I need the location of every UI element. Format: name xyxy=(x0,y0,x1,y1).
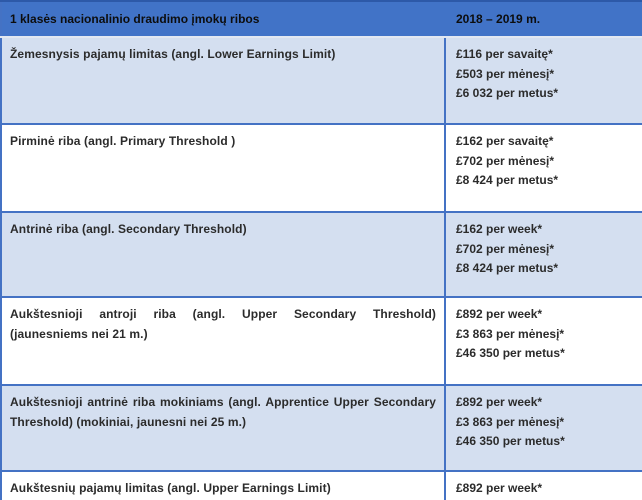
value-line: £46 350 per metus* xyxy=(456,346,565,360)
value-line: £892 per week* xyxy=(456,307,543,321)
table-row: Žemesnysis pajamų limitas (angl. Lower E… xyxy=(0,36,642,125)
value-line: £6 032 per metus* xyxy=(456,86,559,100)
row-values: £116 per savaitę* £503 per mėnesį* £6 03… xyxy=(444,36,642,125)
table-row: Aukštesnioji antroji riba (angl. Upper S… xyxy=(0,296,642,386)
value-line: £162 per savaitę* xyxy=(456,134,554,148)
value-line: £3 863 per mėnesį* xyxy=(456,326,565,341)
table-row: Aukštesnių pajamų limitas (angl. Upper E… xyxy=(0,470,642,500)
value-line: £702 per mėnesį* xyxy=(456,153,555,168)
row-label: Aukštesnioji antroji riba (angl. Upper S… xyxy=(0,296,446,386)
row-values: £892 per week* £3 863 per mėnesį* £46 35… xyxy=(444,384,642,472)
row-label: Pirminė riba (angl. Primary Threshold ) xyxy=(0,123,446,213)
row-label: Žemesnysis pajamų limitas (angl. Lower E… xyxy=(0,36,446,125)
period-header: 2018 – 2019 m. xyxy=(445,1,642,38)
table-row: Antrinė riba (angl. Secondary Threshold)… xyxy=(0,211,642,298)
value-line: £503 per mėnesį* xyxy=(456,66,555,81)
table-row: Pirminė riba (angl. Primary Threshold ) … xyxy=(0,123,642,213)
row-label: Antrinė riba (angl. Secondary Threshold) xyxy=(0,211,446,298)
value-line: £892 per week* xyxy=(456,481,543,495)
value-line: £8 424 per metus* xyxy=(456,173,559,187)
value-line: £162 per week* xyxy=(456,222,543,236)
value-line: £3 863 per mėnesį* xyxy=(456,414,565,429)
row-values: £892 per week* £3 863 per mėnesį* £46 35… xyxy=(444,296,642,386)
value-line: £892 per week* xyxy=(456,395,543,409)
value-line: £702 per mėnesį* xyxy=(456,241,555,256)
value-line: £46 350 per metus* xyxy=(456,434,565,448)
table-row: Aukštesnioji antrinė riba mokiniams (ang… xyxy=(0,384,642,472)
row-values: £162 per week* £702 per mėnesį* £8 424 p… xyxy=(444,211,642,298)
value-line: £116 per savaitę* xyxy=(456,47,553,61)
table-title: 1 klasės nacionalinio draudimo įmokų rib… xyxy=(1,1,445,38)
row-values: £162 per savaitę* £702 per mėnesį* £8 42… xyxy=(444,123,642,213)
row-label: Aukštesnių pajamų limitas (angl. Upper E… xyxy=(0,470,446,500)
table-header-row: 1 klasės nacionalinio draudimo įmokų rib… xyxy=(1,1,642,38)
value-line: £8 424 per metus* xyxy=(456,261,559,275)
row-label: Aukštesnioji antrinė riba mokiniams (ang… xyxy=(0,384,446,472)
row-values: £892 per week* £3 863 per mėnesį* £46 35… xyxy=(444,470,642,500)
